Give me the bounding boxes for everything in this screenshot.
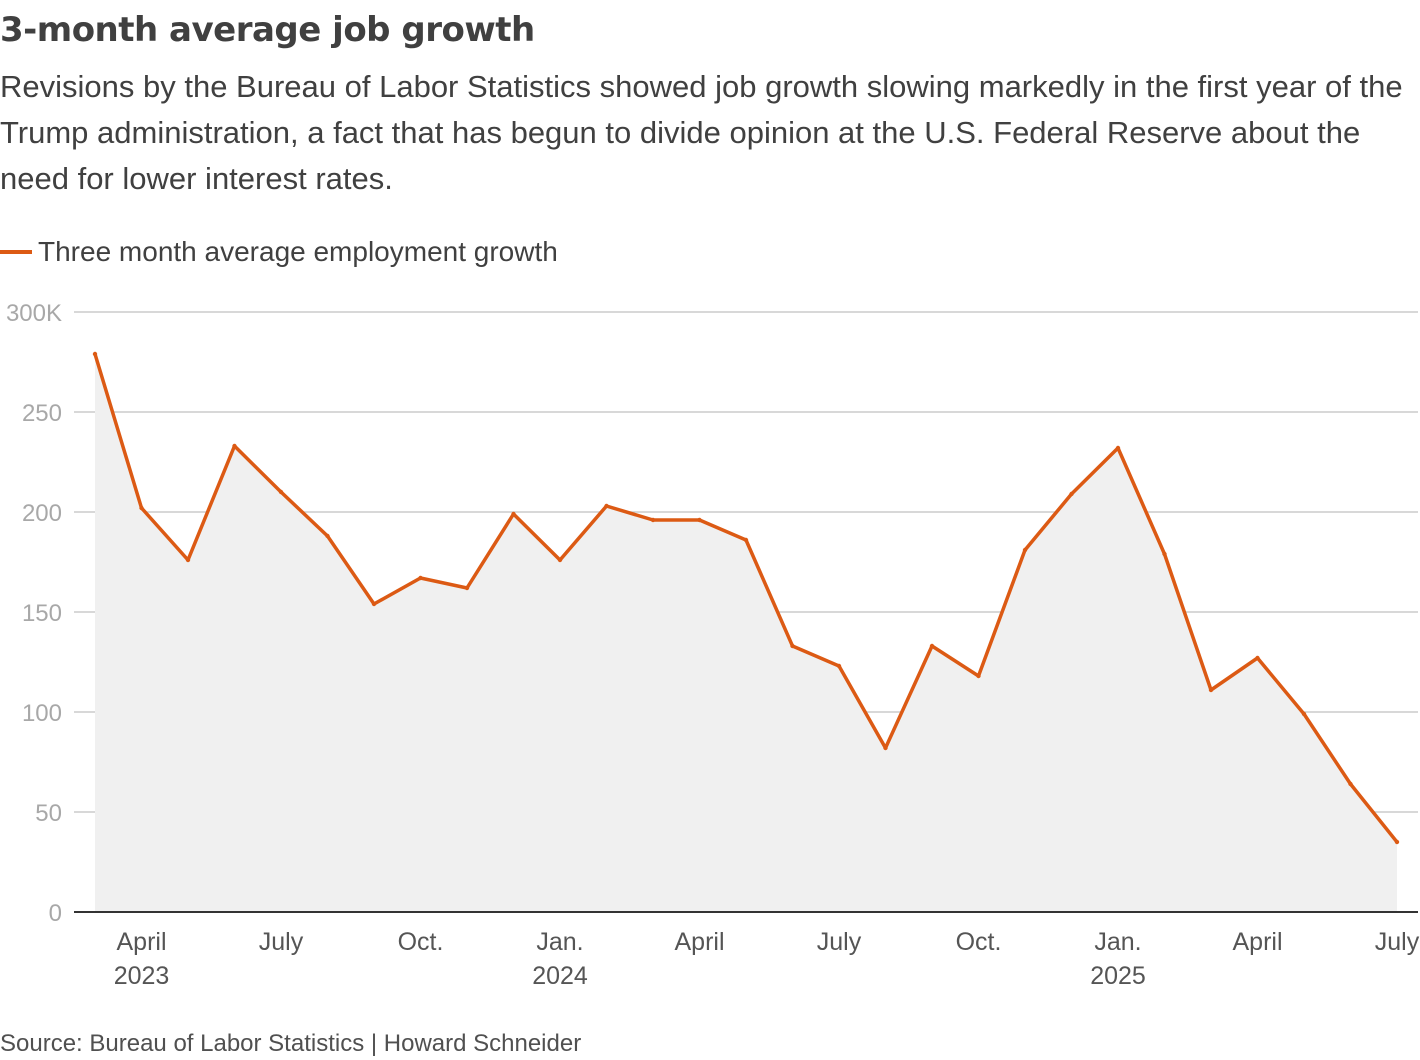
data-point-three-month-average-employment-growth-23 — [1162, 551, 1167, 557]
y-tick-label-250: 250 — [22, 400, 62, 427]
data-point-three-month-average-employment-growth-3 — [232, 443, 237, 449]
y-tick-label-150: 150 — [22, 600, 62, 627]
data-point-three-month-average-employment-growth-21 — [1069, 491, 1074, 497]
area-layer — [95, 354, 1397, 912]
x-tick-label-25: April — [1232, 928, 1282, 956]
data-point-three-month-average-employment-growth-24 — [1208, 687, 1214, 693]
data-point-three-month-average-employment-growth-17 — [883, 745, 888, 751]
x-tick-label-28: July — [1375, 928, 1420, 956]
data-point-three-month-average-employment-growth-5 — [325, 533, 330, 539]
x-tick-label-10: Jan. — [536, 928, 583, 956]
source-note: Source: Bureau of Labor Statistics | How… — [0, 1030, 582, 1057]
x-tick-year-10: 2024 — [532, 962, 588, 990]
y-tick-labels: 0 50 100 150 200 250 300K — [6, 300, 62, 927]
data-point-three-month-average-employment-growth-10 — [557, 557, 563, 563]
data-point-three-month-average-employment-growth-25 — [1255, 655, 1260, 661]
data-point-three-month-average-employment-growth-28 — [1394, 839, 1400, 845]
y-tick-label-300: 300K — [6, 300, 62, 327]
legend-swatch — [0, 250, 32, 254]
legend-label: Three month average employment growth — [38, 236, 558, 267]
x-tick-label-13: April — [674, 928, 724, 956]
data-point-three-month-average-employment-growth-22 — [1115, 445, 1121, 451]
line-chart: 0 50 100 150 200 250 300K April 2023 July Oct. Jan… — [6, 300, 1420, 990]
x-tick-label-4: July — [259, 928, 304, 956]
data-point-three-month-average-employment-growth-0 — [92, 351, 98, 357]
data-point-three-month-average-employment-growth-26 — [1301, 711, 1307, 717]
data-point-three-month-average-employment-growth-18 — [929, 643, 935, 649]
data-point-three-month-average-employment-growth-11 — [604, 503, 609, 509]
x-tick-year-22: 2025 — [1090, 962, 1146, 990]
data-point-three-month-average-employment-growth-9 — [511, 511, 516, 517]
x-tick-label-1: April — [116, 928, 166, 956]
data-point-three-month-average-employment-growth-8 — [464, 585, 470, 591]
data-point-three-month-average-employment-growth-6 — [371, 601, 377, 607]
data-point-three-month-average-employment-growth-4 — [278, 489, 284, 495]
data-point-three-month-average-employment-growth-15 — [790, 643, 795, 649]
data-point-three-month-average-employment-growth-19 — [976, 673, 981, 679]
data-point-three-month-average-employment-growth-20 — [1022, 547, 1028, 553]
x-tick-label-19: Oct. — [956, 928, 1002, 956]
y-tick-label-200: 200 — [22, 500, 62, 527]
y-tick-label-0: 0 — [49, 900, 62, 927]
data-point-three-month-average-employment-growth-7 — [418, 575, 423, 581]
data-point-three-month-average-employment-growth-1 — [139, 505, 144, 511]
data-point-three-month-average-employment-growth-2 — [185, 557, 191, 563]
x-tick-label-7: Oct. — [398, 928, 444, 956]
data-point-three-month-average-employment-growth-13 — [697, 517, 702, 523]
y-tick-label-100: 100 — [22, 700, 62, 727]
data-point-three-month-average-employment-growth-14 — [743, 537, 749, 543]
y-tick-label-50: 50 — [35, 800, 62, 827]
chart-subtitle: Revisions by the Bureau of Labor Statist… — [0, 69, 1403, 196]
x-tick-year-1: 2023 — [114, 962, 170, 990]
x-tick-label-16: July — [817, 928, 862, 956]
x-tick-labels: April 2023 July Oct. Jan. 2024 April July Oct. Ja… — [114, 928, 1420, 990]
x-tick-label-22: Jan. — [1094, 928, 1141, 956]
legend: Three month average employment growth — [0, 232, 558, 272]
area-fill — [95, 354, 1397, 912]
chart-title: 3-month average job growth — [0, 10, 535, 50]
line-layer — [92, 351, 1400, 845]
data-point-three-month-average-employment-growth-27 — [1348, 781, 1353, 787]
data-point-three-month-average-employment-growth-12 — [650, 517, 656, 523]
data-point-three-month-average-employment-growth-16 — [836, 663, 842, 669]
